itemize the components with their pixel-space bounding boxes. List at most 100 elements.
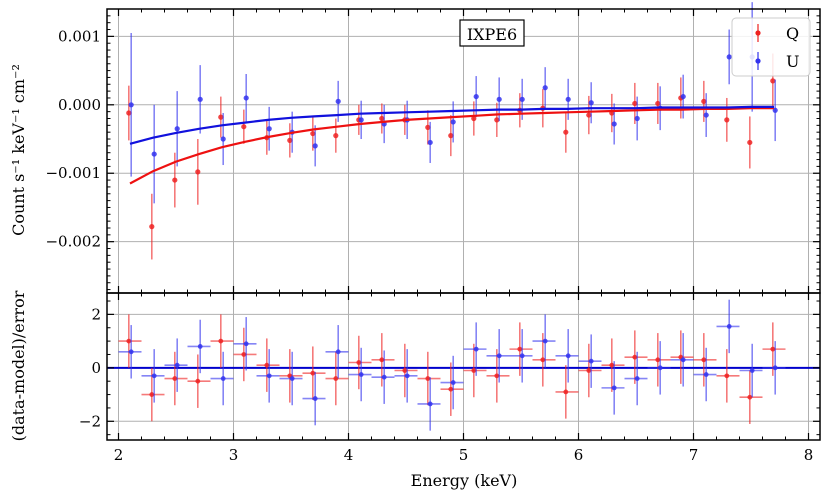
residual-point-q — [655, 357, 661, 363]
x-tick-label: 2 — [114, 446, 124, 464]
residual-point-u — [151, 373, 157, 379]
residual-point-q — [770, 346, 776, 352]
residual-point-u — [197, 344, 203, 349]
residual-point-q — [126, 338, 132, 344]
top-point-u — [197, 96, 203, 102]
legend: Q U — [731, 17, 811, 77]
residual-point-q — [149, 392, 155, 397]
top-point-q — [747, 139, 753, 146]
residual-point-q — [517, 346, 523, 352]
top-point-u — [542, 85, 548, 91]
bottom-panel-content — [107, 299, 820, 431]
residual-point-q — [218, 338, 224, 344]
top-point-q — [195, 169, 201, 175]
residual-point-u — [381, 374, 387, 380]
residual-point-q — [724, 373, 730, 379]
top-point-q — [724, 117, 730, 123]
residual-point-u — [519, 353, 525, 359]
residual-point-q — [540, 357, 546, 363]
residual-point-u — [427, 401, 433, 407]
top-y-tick-label: −0.002 — [45, 233, 101, 251]
top-point-u — [611, 121, 617, 127]
top-point-u — [588, 100, 594, 106]
residual-point-u — [611, 385, 617, 391]
legend-label-q: Q — [786, 24, 799, 43]
residual-point-q — [632, 354, 638, 360]
top-point-u — [496, 96, 502, 102]
top-grid — [107, 9, 820, 293]
top-point-u — [450, 119, 456, 125]
residual-point-q — [425, 376, 431, 381]
top-point-q — [310, 130, 316, 137]
residual-point-q — [356, 360, 362, 365]
residual-point-u — [128, 349, 134, 355]
top-point-q — [126, 110, 132, 116]
residual-point-u — [565, 353, 571, 359]
bottom-grid — [107, 293, 820, 440]
residual-point-u — [542, 338, 548, 344]
legend-label-u: U — [786, 52, 799, 71]
top-point-q — [149, 224, 155, 230]
top-point-u — [243, 95, 249, 101]
residual-point-u — [772, 365, 778, 371]
residual-point-u — [680, 357, 686, 363]
top-point-q — [287, 137, 293, 143]
residual-point-u — [450, 380, 456, 385]
x-tick-label: 4 — [344, 446, 354, 464]
top-point-q — [494, 117, 500, 123]
residual-point-u — [749, 368, 755, 373]
residual-point-u — [473, 346, 479, 352]
residual-point-u — [335, 349, 341, 355]
top-panel-content — [126, 2, 778, 260]
top-y-tick-label: 0.001 — [58, 27, 101, 45]
top-point-q — [632, 100, 638, 107]
residual-point-u — [634, 376, 640, 381]
residual-point-q — [241, 352, 247, 357]
x-tick-label: 8 — [804, 446, 814, 464]
chart-title: IXPE6 — [467, 25, 517, 44]
top-y-tick-label: −0.001 — [45, 164, 101, 182]
top-y-tick-label: 0.000 — [58, 96, 101, 114]
top-point-u — [266, 126, 272, 132]
residual-point-u — [266, 373, 272, 379]
residual-point-u — [220, 376, 226, 381]
top-point-q — [563, 129, 569, 135]
bottom-y-tick-label: −2 — [79, 412, 101, 430]
top-point-q — [333, 133, 339, 139]
u-model-curve — [129, 105, 774, 145]
top-point-q — [379, 115, 385, 122]
residual-point-q — [609, 362, 615, 368]
residual-point-u — [726, 324, 732, 329]
residual-point-q — [333, 376, 339, 381]
top-point-q — [448, 133, 454, 139]
top-point-q — [241, 124, 247, 130]
residual-point-q — [586, 368, 592, 373]
legend-entry-u: U — [755, 52, 799, 71]
top-y-axis-label: Count s⁻¹ keV⁻¹ cm⁻² — [9, 64, 28, 236]
x-tick-label: 6 — [574, 446, 584, 464]
residual-point-u — [289, 376, 295, 381]
top-point-u — [565, 96, 571, 102]
residual-point-u — [358, 372, 364, 377]
top-point-q — [425, 124, 431, 130]
residual-point-q — [747, 394, 753, 400]
top-point-u — [335, 98, 341, 104]
residual-point-u — [174, 362, 180, 368]
residual-point-q — [701, 357, 707, 363]
residual-point-u — [243, 341, 249, 347]
top-point-u — [680, 93, 686, 100]
top-point-q — [770, 78, 776, 84]
top-point-u — [634, 115, 640, 122]
top-point-u — [128, 102, 134, 108]
residual-point-q — [310, 370, 316, 376]
residual-point-u — [404, 373, 410, 379]
top-point-u — [519, 96, 525, 102]
top-point-q — [218, 114, 224, 120]
top-point-u — [358, 117, 364, 123]
top-point-q — [172, 177, 178, 183]
top-point-u — [473, 93, 479, 100]
q-model-curve — [129, 107, 774, 185]
top-point-q — [471, 115, 477, 122]
residual-point-q — [471, 368, 477, 373]
